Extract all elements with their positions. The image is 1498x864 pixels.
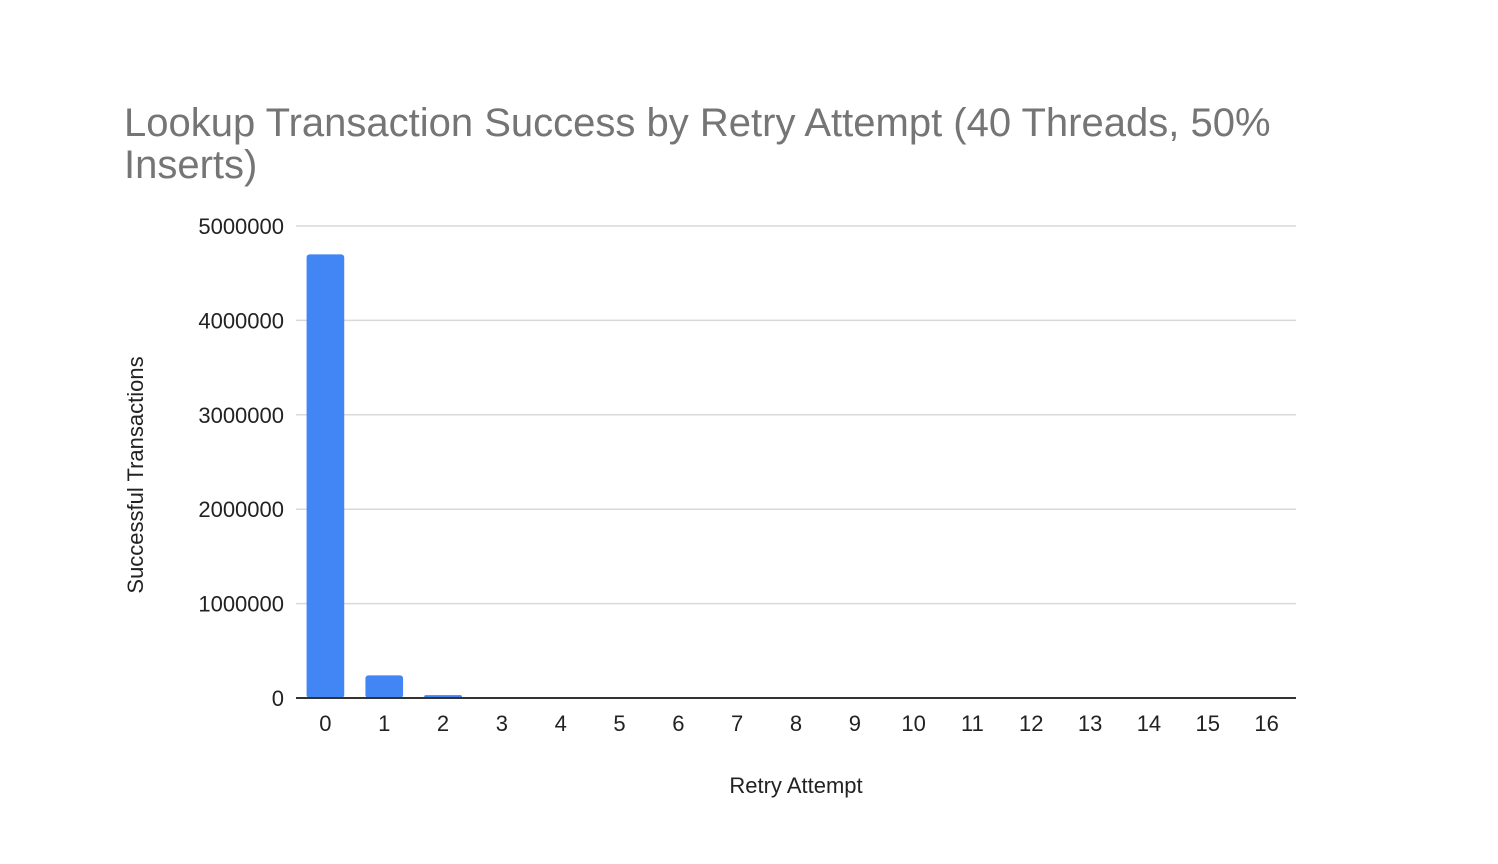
y-tick-label: 3000000 [198, 403, 284, 428]
x-tick-label: 3 [496, 711, 508, 736]
x-tick-label: 8 [790, 711, 802, 736]
x-tick-label: 13 [1078, 711, 1102, 736]
bars [306, 254, 521, 698]
x-tick-label: 16 [1254, 711, 1278, 736]
x-tick-label: 7 [731, 711, 743, 736]
x-tick-label: 5 [613, 711, 625, 736]
x-tick-label: 2 [437, 711, 449, 736]
x-tick-label: 10 [901, 711, 925, 736]
bar-1 [365, 675, 404, 698]
x-tick-label: 4 [555, 711, 567, 736]
y-tick-label: 2000000 [198, 497, 284, 522]
x-axis-label: Retry Attempt [729, 773, 862, 798]
y-tick-label: 5000000 [198, 214, 284, 239]
x-tick-labels: 0 1 2 3 4 5 6 7 8 9 10 11 12 13 14 15 16 [319, 711, 1279, 736]
y-tick-labels: 0 1000000 2000000 3000000 4000000 5000000 [198, 214, 284, 711]
x-tick-label: 11 [961, 711, 984, 736]
x-tick-label: 6 [672, 711, 684, 736]
chart-title: Lookup Transaction Success by Retry Atte… [124, 101, 1271, 187]
y-tick-label: 0 [272, 686, 284, 711]
x-tick-label: 14 [1137, 711, 1161, 736]
x-tick-label: 9 [849, 711, 861, 736]
bar-0 [306, 254, 345, 698]
x-tick-label: 1 [378, 711, 390, 736]
x-tick-label: 12 [1019, 711, 1043, 736]
x-tick-label: 15 [1196, 711, 1220, 736]
y-tick-label: 1000000 [198, 592, 284, 617]
y-axis-label: Successful Transactions [123, 356, 148, 593]
y-tick-label: 4000000 [198, 308, 284, 333]
gridlines [296, 225, 1296, 605]
x-tick-label: 0 [319, 711, 331, 736]
